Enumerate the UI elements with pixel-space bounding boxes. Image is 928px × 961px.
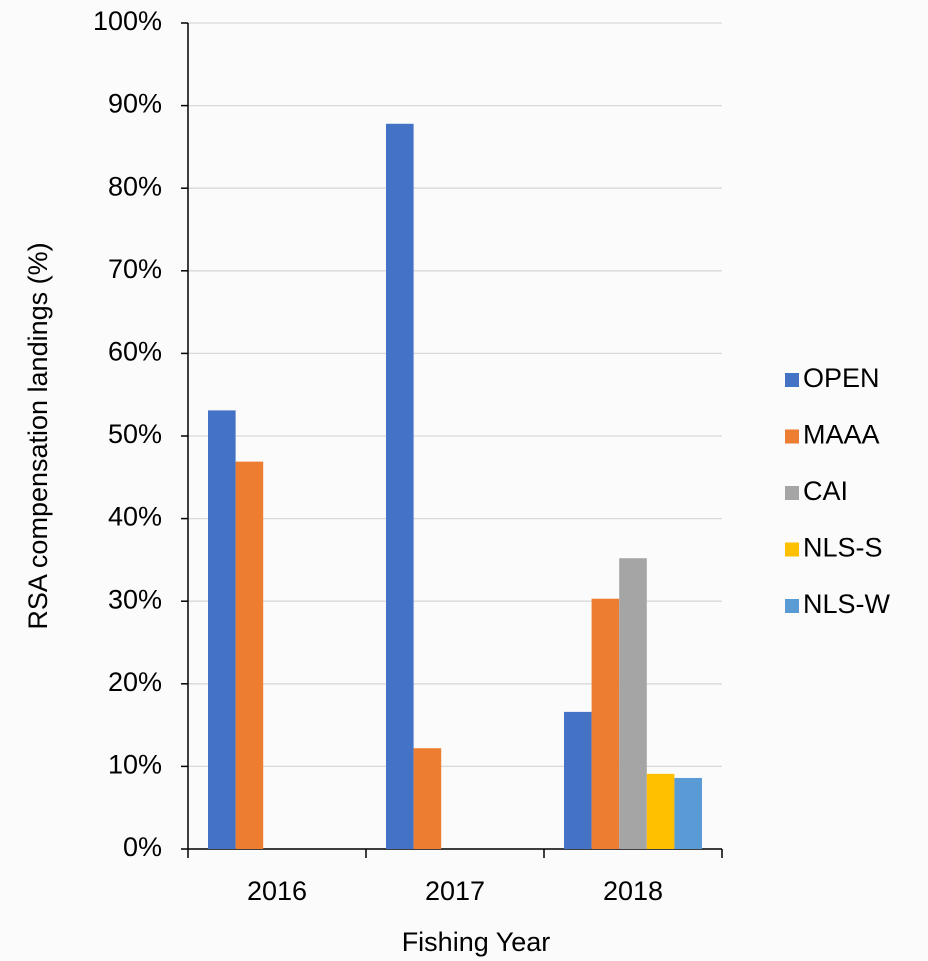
y-tick-label: 90% <box>108 89 162 119</box>
legend-label: OPEN <box>803 363 880 393</box>
bar <box>564 711 592 849</box>
legend-swatch <box>785 542 799 557</box>
bar <box>619 558 647 849</box>
bar <box>591 598 620 849</box>
y-tick-label: 0% <box>123 832 162 862</box>
bar <box>208 410 236 849</box>
legend-label: MAAA <box>803 420 880 450</box>
bar <box>674 777 702 849</box>
x-axis-title: Fishing Year <box>402 927 551 957</box>
legend-label: CAI <box>803 476 848 506</box>
legend-swatch <box>785 486 799 500</box>
legend-label: NLS-W <box>803 589 891 619</box>
y-tick-label: 80% <box>108 171 162 201</box>
legend-swatch <box>785 373 799 387</box>
y-axis-title: RSA compensation landings (%) <box>23 242 53 629</box>
x-tick-label: 2017 <box>425 876 485 906</box>
y-tick-label: 40% <box>108 502 162 532</box>
y-tick-label: 50% <box>108 419 162 449</box>
y-tick-label: 60% <box>108 337 162 367</box>
y-tick-label: 10% <box>108 750 162 780</box>
x-tick-label: 2018 <box>603 876 663 906</box>
y-tick-label: 20% <box>108 667 162 697</box>
x-tick-label: 2016 <box>247 876 307 906</box>
legend-label: NLS-S <box>803 533 883 563</box>
y-tick-label: 30% <box>108 584 162 614</box>
legend-swatch <box>785 429 799 444</box>
y-tick-label: 70% <box>108 254 162 284</box>
legend-swatch <box>785 599 799 613</box>
bar <box>386 123 414 850</box>
bar <box>235 461 264 849</box>
bar <box>413 748 442 849</box>
y-tick-label: 100% <box>93 6 162 36</box>
bar <box>646 773 675 849</box>
